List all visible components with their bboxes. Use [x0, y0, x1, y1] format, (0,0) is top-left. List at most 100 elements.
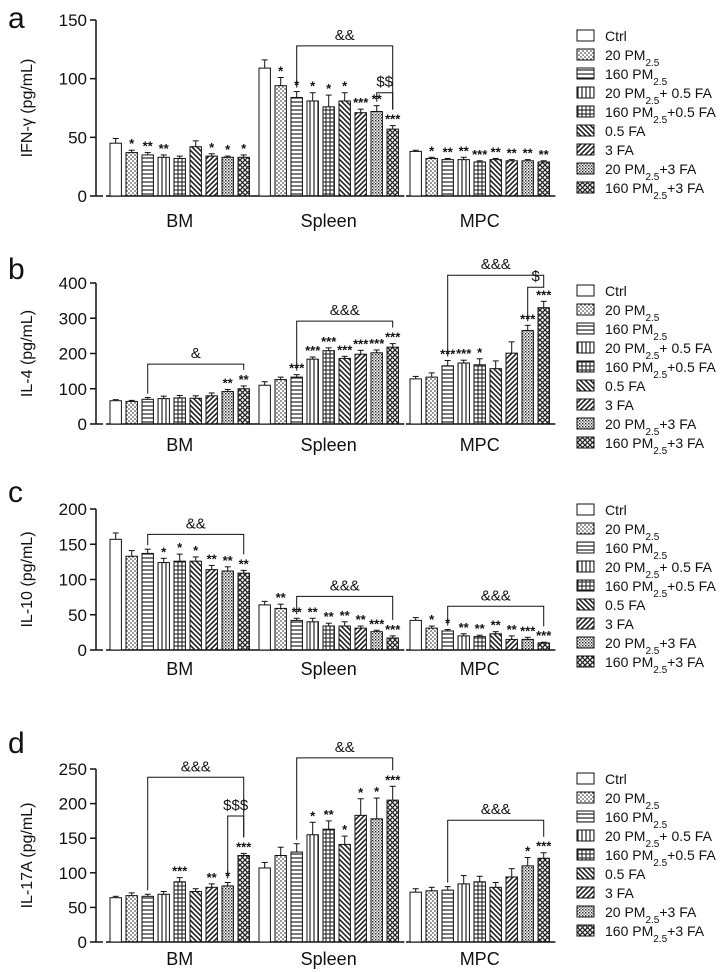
- significance-marker: **: [356, 612, 367, 627]
- significance-marker: **: [443, 144, 454, 159]
- y-tick-label: 0: [78, 415, 87, 434]
- significance-marker: *: [310, 808, 316, 823]
- significance-marker: *: [429, 143, 435, 158]
- legend-label: 160 PM2.5+0.5 FA: [605, 359, 716, 381]
- legend-swatch: [576, 503, 595, 516]
- comparison-bracket: [296, 757, 394, 840]
- bar: [322, 350, 335, 425]
- category-label: BM: [166, 435, 193, 455]
- significance-marker: *: [477, 345, 483, 360]
- significance-marker: ***: [369, 336, 385, 351]
- bar: [457, 883, 470, 943]
- legend-label: 0.5 FA: [605, 866, 646, 882]
- legend-label: 160 PM2.5: [605, 321, 668, 343]
- significance-marker: *: [342, 822, 348, 837]
- bracket-label: &&&: [481, 587, 511, 604]
- bar: [109, 400, 122, 425]
- bracket-label: $: [532, 268, 541, 285]
- legend-swatch: [576, 655, 595, 668]
- panel-letter: b: [8, 253, 25, 286]
- bar: [109, 142, 122, 197]
- significance-marker: *: [342, 79, 348, 94]
- bar: [125, 400, 138, 425]
- significance-marker: ***: [353, 336, 369, 351]
- legend-swatch: [576, 541, 595, 554]
- bar: [521, 638, 534, 651]
- legend-swatch: [576, 560, 595, 573]
- bar: [457, 159, 470, 197]
- bar: [274, 855, 287, 943]
- legend-label: 160 PM2.5: [605, 540, 668, 562]
- legend-label: 160 PM2.5+3 FA: [605, 435, 705, 457]
- legend-label: 160 PM2.5+3 FA: [605, 654, 705, 676]
- y-tick-label: 300: [59, 309, 87, 328]
- bar: [221, 156, 234, 197]
- significance-marker: **: [207, 870, 218, 885]
- legend-label: 20 PM2.5: [605, 47, 660, 69]
- legend-label: 160 PM2.5: [605, 66, 668, 88]
- bar: [221, 885, 234, 943]
- significance-marker: ***: [172, 864, 188, 879]
- bracket-label: &&: [186, 515, 206, 532]
- significance-marker: *: [209, 140, 215, 155]
- bar: [274, 607, 287, 651]
- significance-marker: ***: [536, 628, 552, 643]
- significance-marker: **: [276, 590, 287, 605]
- category-label: MPC: [460, 949, 500, 969]
- significance-marker: ***: [536, 839, 552, 854]
- category-label: Spleen: [301, 211, 357, 231]
- bracket-label: $$: [376, 74, 393, 91]
- bar: [258, 867, 271, 943]
- bar: [189, 560, 202, 651]
- significance-marker: *: [374, 784, 380, 799]
- category-label: MPC: [460, 211, 500, 231]
- legend-label: Ctrl: [605, 502, 627, 518]
- bar: [425, 157, 438, 197]
- significance-marker: **: [523, 146, 534, 161]
- legend-label: 160 PM2.5+0.5 FA: [605, 578, 716, 600]
- significance-marker: ***: [385, 622, 401, 637]
- legend-swatch: [576, 181, 595, 194]
- significance-marker: *: [225, 142, 231, 157]
- legend-label: 20 PM2.5: [605, 302, 660, 324]
- significance-marker: ***: [385, 112, 401, 127]
- bar: [409, 150, 422, 197]
- significance-marker: **: [491, 618, 502, 633]
- bar: [237, 855, 250, 943]
- bar: [338, 843, 351, 943]
- bar: [425, 890, 438, 943]
- significance-marker: *: [241, 141, 247, 156]
- bar: [290, 851, 303, 943]
- y-tick-label: 200: [59, 345, 87, 364]
- significance-marker: *: [193, 543, 199, 558]
- legend-label: 0.5 FA: [605, 597, 646, 613]
- comparison-bracket: [447, 274, 545, 357]
- significance-marker: **: [207, 551, 218, 566]
- legend-swatch: [576, 341, 595, 354]
- bar: [425, 376, 438, 425]
- legend-label: Ctrl: [605, 28, 627, 44]
- y-tick-label: 100: [59, 571, 87, 590]
- significance-marker: ***: [353, 95, 369, 110]
- bar: [489, 886, 502, 943]
- y-tick-label: 0: [78, 641, 87, 660]
- bar: [441, 365, 454, 425]
- y-tick-label: 400: [59, 274, 87, 293]
- bar: [505, 638, 518, 651]
- category-label: BM: [166, 659, 193, 679]
- bracket-label: $$$: [223, 797, 249, 814]
- comparison-bracket: [376, 92, 394, 110]
- significance-marker: *: [278, 63, 284, 78]
- bar: [386, 637, 399, 651]
- significance-marker: ***: [236, 839, 252, 854]
- bar: [109, 897, 122, 943]
- legend-swatch: [576, 105, 595, 118]
- significance-marker: **: [324, 807, 335, 822]
- legend-swatch: [576, 143, 595, 156]
- bracket-label: &&&: [481, 256, 511, 273]
- bar: [157, 398, 170, 425]
- bar: [125, 555, 138, 651]
